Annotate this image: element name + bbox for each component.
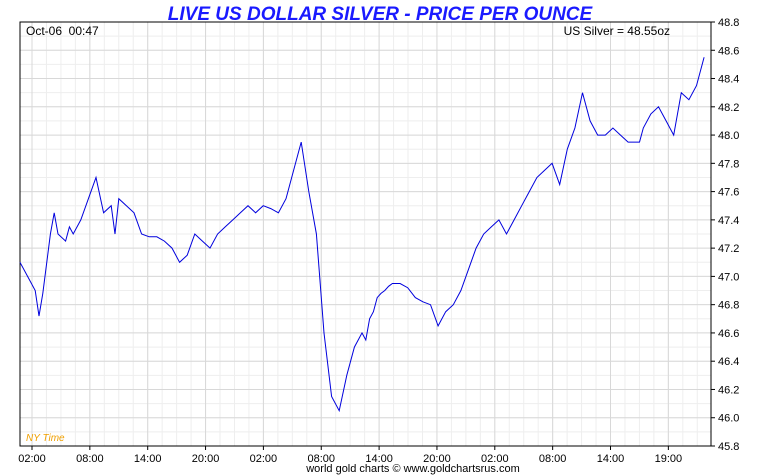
y-tick-label: 46.4 (718, 356, 739, 368)
y-tick-label: 46.2 (718, 384, 739, 396)
x-axis-tick-labels: 02:00 08:00 14:00 20:00 02:00 08:00 14:00 20:00… (18, 453, 682, 465)
y-tick-label: 45.8 (718, 441, 739, 453)
x-tick-label: 14:00 (365, 453, 393, 465)
y-tick-label: 48.0 (718, 130, 739, 142)
y-tick-label: 48.6 (718, 45, 739, 57)
x-tick-label: 08:00 (307, 453, 335, 465)
x-tick-label: 14:00 (597, 453, 625, 465)
y-tick-label: 48.8 (718, 17, 739, 29)
y-tick-label: 47.8 (718, 158, 739, 170)
y-tick-label: 46.0 (718, 413, 739, 425)
y-tick-label: 48.2 (718, 102, 739, 114)
x-tick-label: 19:00 (655, 453, 683, 465)
x-tick-label: 20:00 (192, 453, 220, 465)
y-axis-tick-labels: 48.8 48.6 48.4 48.2 48.0 47.8 47.6 47.4 47.2 47.0… (718, 17, 739, 453)
timestamp-label: Oct-06 00:47 (26, 24, 99, 38)
price-series-line (19, 57, 705, 413)
y-tick-label: 46.6 (718, 328, 739, 340)
x-tick-label: 02:00 (18, 453, 46, 465)
y-tick-label: 47.0 (718, 271, 739, 283)
x-tick-label: 08:00 (76, 453, 104, 465)
y-tick-label: 47.6 (718, 187, 739, 199)
x-tick-label: 08:00 (539, 453, 567, 465)
x-tick-label: 02:00 (481, 453, 509, 465)
plot-frame (19, 21, 712, 447)
y-tick-label: 47.2 (718, 243, 739, 255)
footer-credit: world gold charts © www.goldchartsrus.co… (305, 463, 520, 475)
x-tick-label: 20:00 (423, 453, 451, 465)
x-tick-label: 02:00 (250, 453, 278, 465)
y-tick-label: 46.8 (718, 300, 739, 312)
chart-title: LIVE US DOLLAR SILVER - PRICE PER OUNCE (168, 4, 594, 25)
current-price-label: US Silver = 48.55oz (564, 24, 670, 38)
y-tick-label: 48.4 (718, 74, 739, 86)
y-tick-label: 47.4 (718, 215, 739, 227)
x-tick-label: 14:00 (134, 453, 162, 465)
timezone-label: NY Time (26, 433, 65, 444)
